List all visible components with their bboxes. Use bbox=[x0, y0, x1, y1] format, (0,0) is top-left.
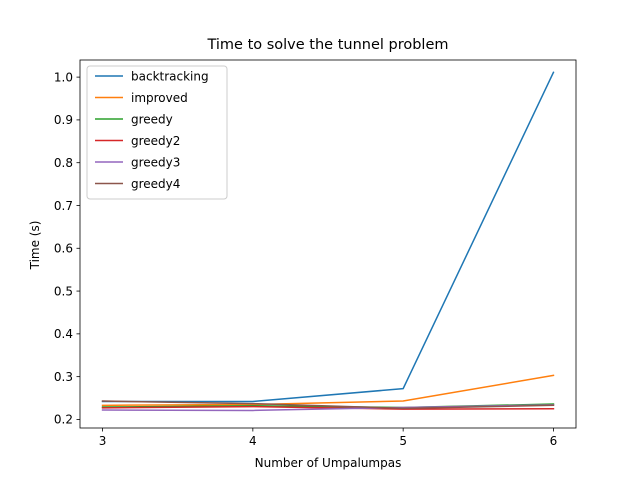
chart-title: Time to solve the tunnel problem bbox=[206, 37, 448, 53]
y-tick-label: 0.3 bbox=[54, 370, 73, 384]
y-tick-label: 0.4 bbox=[54, 327, 73, 341]
y-tick-label: 0.8 bbox=[54, 156, 73, 170]
series-line-backtracking bbox=[101, 71, 555, 403]
legend-box bbox=[86, 65, 228, 200]
x-axis-title: Number of Umpalumpas bbox=[255, 456, 402, 470]
legend-label-greedy2: greedy2 bbox=[131, 134, 180, 148]
y-tick-label: 0.7 bbox=[54, 199, 73, 213]
series-line-improved bbox=[101, 374, 555, 407]
plot-frame bbox=[79, 59, 577, 429]
series-line-greedy4 bbox=[101, 400, 555, 410]
y-tick-label: 1.0 bbox=[54, 70, 73, 84]
y-tick-label: 0.6 bbox=[54, 242, 73, 256]
legend-label-greedy3: greedy3 bbox=[131, 155, 180, 169]
x-tick-label: 3 bbox=[99, 434, 107, 448]
y-tick-label: 0.2 bbox=[54, 413, 73, 427]
y-tick-label: 0.5 bbox=[54, 284, 73, 298]
x-tick-label: 5 bbox=[399, 434, 407, 448]
series-line-greedy2 bbox=[101, 405, 555, 410]
plot-area: 3 4 5 6 0.2 0.3 0.4 0.5 0.6 0.7 0.8 0.9 1.0 bbox=[54, 59, 577, 448]
legend-label-greedy: greedy bbox=[131, 112, 173, 126]
legend-label-improved: improved bbox=[131, 91, 188, 105]
y-tick-label: 0.9 bbox=[54, 113, 73, 127]
legend-label-backtracking: backtracking bbox=[131, 69, 209, 83]
legend-label-greedy4: greedy4 bbox=[131, 177, 180, 191]
legend: backtracking improved greedy greedy2 greedy3… bbox=[86, 65, 228, 200]
y-axis-title: Time (s) bbox=[28, 221, 42, 271]
x-tick-label: 4 bbox=[249, 434, 257, 448]
x-tick-label: 6 bbox=[550, 434, 558, 448]
